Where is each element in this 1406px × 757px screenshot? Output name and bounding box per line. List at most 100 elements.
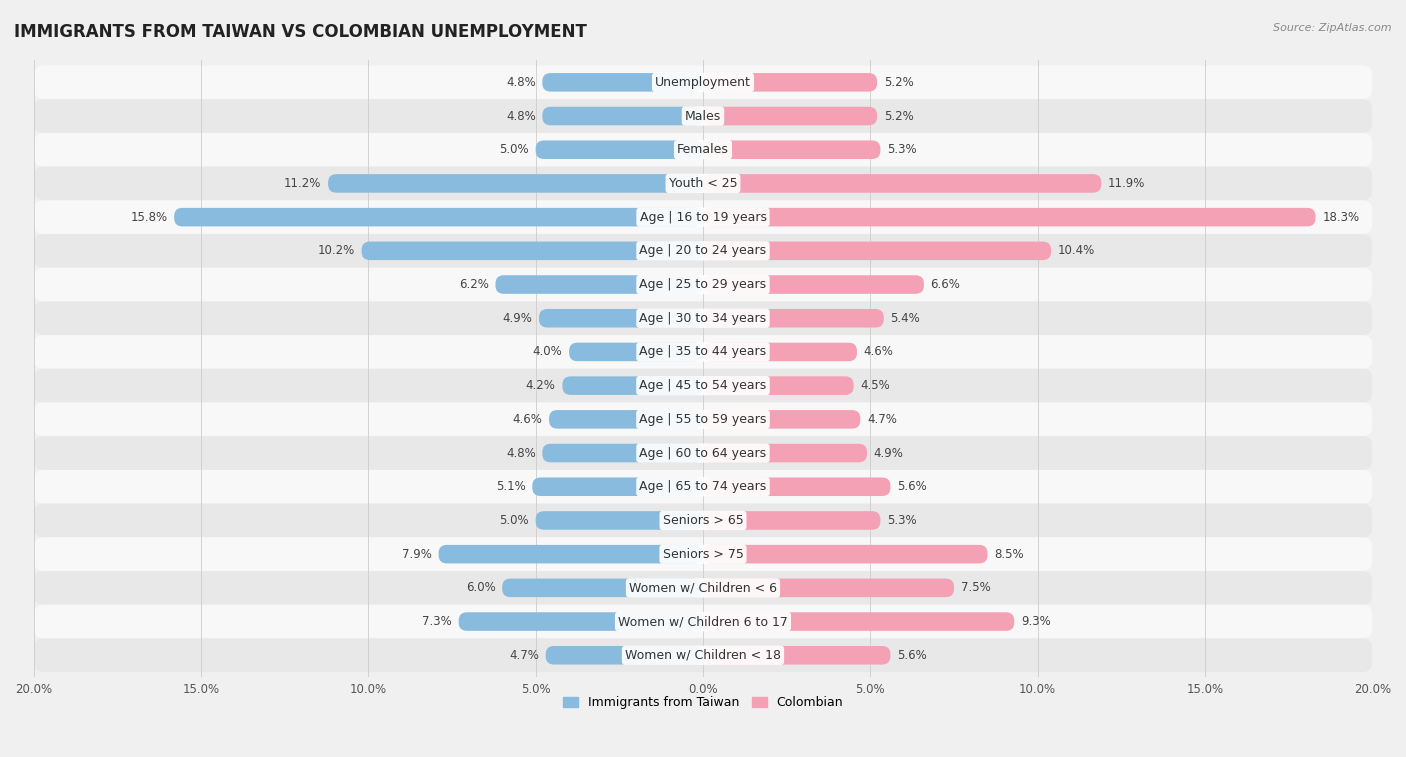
Text: 5.0%: 5.0% <box>499 143 529 156</box>
FancyBboxPatch shape <box>703 478 890 496</box>
Text: Women w/ Children < 18: Women w/ Children < 18 <box>626 649 780 662</box>
FancyBboxPatch shape <box>703 208 1316 226</box>
Text: 7.3%: 7.3% <box>422 615 451 628</box>
FancyBboxPatch shape <box>174 208 703 226</box>
FancyBboxPatch shape <box>703 612 1014 631</box>
FancyBboxPatch shape <box>703 545 987 563</box>
FancyBboxPatch shape <box>703 73 877 92</box>
Text: 7.9%: 7.9% <box>402 547 432 561</box>
Text: Age | 60 to 64 years: Age | 60 to 64 years <box>640 447 766 459</box>
FancyBboxPatch shape <box>536 511 703 530</box>
FancyBboxPatch shape <box>703 276 924 294</box>
FancyBboxPatch shape <box>34 605 1372 638</box>
Text: 9.3%: 9.3% <box>1021 615 1050 628</box>
Text: 8.5%: 8.5% <box>994 547 1024 561</box>
Text: Age | 35 to 44 years: Age | 35 to 44 years <box>640 345 766 359</box>
Text: Age | 55 to 59 years: Age | 55 to 59 years <box>640 413 766 426</box>
Text: 6.0%: 6.0% <box>465 581 495 594</box>
Text: 6.2%: 6.2% <box>458 278 489 291</box>
Text: 5.0%: 5.0% <box>499 514 529 527</box>
Text: Age | 20 to 24 years: Age | 20 to 24 years <box>640 245 766 257</box>
FancyBboxPatch shape <box>538 309 703 328</box>
FancyBboxPatch shape <box>34 436 1372 470</box>
FancyBboxPatch shape <box>34 99 1372 133</box>
FancyBboxPatch shape <box>703 174 1101 193</box>
Text: 4.5%: 4.5% <box>860 379 890 392</box>
FancyBboxPatch shape <box>703 444 868 463</box>
Text: Seniors > 75: Seniors > 75 <box>662 547 744 561</box>
FancyBboxPatch shape <box>34 201 1372 234</box>
Text: 4.0%: 4.0% <box>533 345 562 359</box>
FancyBboxPatch shape <box>703 241 1052 260</box>
Text: Age | 16 to 19 years: Age | 16 to 19 years <box>640 210 766 223</box>
Text: 4.2%: 4.2% <box>526 379 555 392</box>
FancyBboxPatch shape <box>502 578 703 597</box>
FancyBboxPatch shape <box>34 537 1372 571</box>
Text: 5.3%: 5.3% <box>887 143 917 156</box>
Text: Age | 65 to 74 years: Age | 65 to 74 years <box>640 480 766 494</box>
FancyBboxPatch shape <box>703 578 955 597</box>
FancyBboxPatch shape <box>703 141 880 159</box>
Legend: Immigrants from Taiwan, Colombian: Immigrants from Taiwan, Colombian <box>558 691 848 714</box>
FancyBboxPatch shape <box>703 107 877 126</box>
FancyBboxPatch shape <box>458 612 703 631</box>
FancyBboxPatch shape <box>34 369 1372 403</box>
Text: 4.9%: 4.9% <box>502 312 533 325</box>
Text: 4.9%: 4.9% <box>873 447 904 459</box>
FancyBboxPatch shape <box>34 571 1372 605</box>
Text: 5.2%: 5.2% <box>884 76 914 89</box>
Text: 6.6%: 6.6% <box>931 278 960 291</box>
Text: 5.4%: 5.4% <box>890 312 920 325</box>
Text: Youth < 25: Youth < 25 <box>669 177 737 190</box>
FancyBboxPatch shape <box>34 167 1372 201</box>
FancyBboxPatch shape <box>495 276 703 294</box>
Text: Source: ZipAtlas.com: Source: ZipAtlas.com <box>1274 23 1392 33</box>
Text: 7.5%: 7.5% <box>960 581 990 594</box>
FancyBboxPatch shape <box>562 376 703 395</box>
FancyBboxPatch shape <box>543 73 703 92</box>
FancyBboxPatch shape <box>703 343 858 361</box>
FancyBboxPatch shape <box>34 234 1372 268</box>
Text: 5.6%: 5.6% <box>897 649 927 662</box>
FancyBboxPatch shape <box>548 410 703 428</box>
Text: 4.8%: 4.8% <box>506 447 536 459</box>
Text: IMMIGRANTS FROM TAIWAN VS COLOMBIAN UNEMPLOYMENT: IMMIGRANTS FROM TAIWAN VS COLOMBIAN UNEM… <box>14 23 586 41</box>
FancyBboxPatch shape <box>703 511 880 530</box>
Text: Age | 30 to 34 years: Age | 30 to 34 years <box>640 312 766 325</box>
Text: 4.8%: 4.8% <box>506 76 536 89</box>
FancyBboxPatch shape <box>34 470 1372 503</box>
FancyBboxPatch shape <box>569 343 703 361</box>
FancyBboxPatch shape <box>34 65 1372 99</box>
Text: Females: Females <box>678 143 728 156</box>
Text: Males: Males <box>685 110 721 123</box>
FancyBboxPatch shape <box>34 638 1372 672</box>
FancyBboxPatch shape <box>34 301 1372 335</box>
Text: 10.4%: 10.4% <box>1057 245 1095 257</box>
FancyBboxPatch shape <box>703 646 890 665</box>
Text: Seniors > 65: Seniors > 65 <box>662 514 744 527</box>
FancyBboxPatch shape <box>361 241 703 260</box>
FancyBboxPatch shape <box>703 410 860 428</box>
Text: Unemployment: Unemployment <box>655 76 751 89</box>
Text: 5.2%: 5.2% <box>884 110 914 123</box>
Text: 11.9%: 11.9% <box>1108 177 1146 190</box>
Text: 5.3%: 5.3% <box>887 514 917 527</box>
Text: 4.6%: 4.6% <box>512 413 543 426</box>
Text: 18.3%: 18.3% <box>1322 210 1360 223</box>
Text: 10.2%: 10.2% <box>318 245 354 257</box>
Text: Age | 45 to 54 years: Age | 45 to 54 years <box>640 379 766 392</box>
Text: Women w/ Children 6 to 17: Women w/ Children 6 to 17 <box>619 615 787 628</box>
Text: 5.6%: 5.6% <box>897 480 927 494</box>
Text: 4.7%: 4.7% <box>509 649 538 662</box>
FancyBboxPatch shape <box>546 646 703 665</box>
FancyBboxPatch shape <box>34 335 1372 369</box>
Text: 5.1%: 5.1% <box>496 480 526 494</box>
Text: 4.8%: 4.8% <box>506 110 536 123</box>
FancyBboxPatch shape <box>34 503 1372 537</box>
Text: 11.2%: 11.2% <box>284 177 322 190</box>
Text: 4.7%: 4.7% <box>868 413 897 426</box>
FancyBboxPatch shape <box>543 444 703 463</box>
FancyBboxPatch shape <box>543 107 703 126</box>
FancyBboxPatch shape <box>703 376 853 395</box>
FancyBboxPatch shape <box>439 545 703 563</box>
